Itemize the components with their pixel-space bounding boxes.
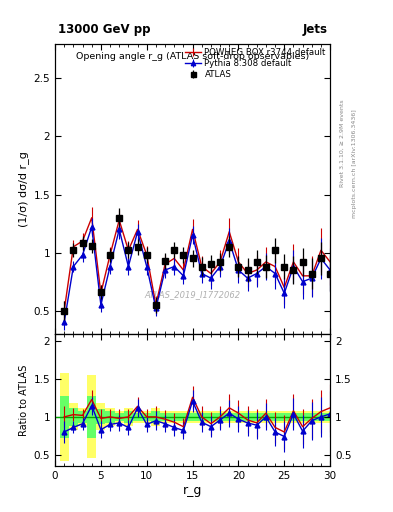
- Y-axis label: (1/σ) dσ/d r_g: (1/σ) dσ/d r_g: [18, 151, 29, 227]
- Text: Opening angle r_g (ATLAS soft-drop observables): Opening angle r_g (ATLAS soft-drop obser…: [76, 52, 309, 61]
- Text: mcplots.cern.ch [arXiv:1306.3436]: mcplots.cern.ch [arXiv:1306.3436]: [352, 110, 357, 218]
- Text: ATLAS_2019_I1772062: ATLAS_2019_I1772062: [145, 290, 241, 299]
- Text: Jets: Jets: [302, 23, 327, 36]
- Legend: POWHEG BOX r3744 default, Pythia 8.308 default, ATLAS: POWHEG BOX r3744 default, Pythia 8.308 d…: [185, 48, 326, 79]
- Y-axis label: Ratio to ATLAS: Ratio to ATLAS: [19, 364, 29, 436]
- Text: Rivet 3.1.10, ≥ 2.9M events: Rivet 3.1.10, ≥ 2.9M events: [340, 99, 345, 187]
- X-axis label: r_g: r_g: [183, 483, 202, 497]
- Text: 13000 GeV pp: 13000 GeV pp: [58, 23, 150, 36]
